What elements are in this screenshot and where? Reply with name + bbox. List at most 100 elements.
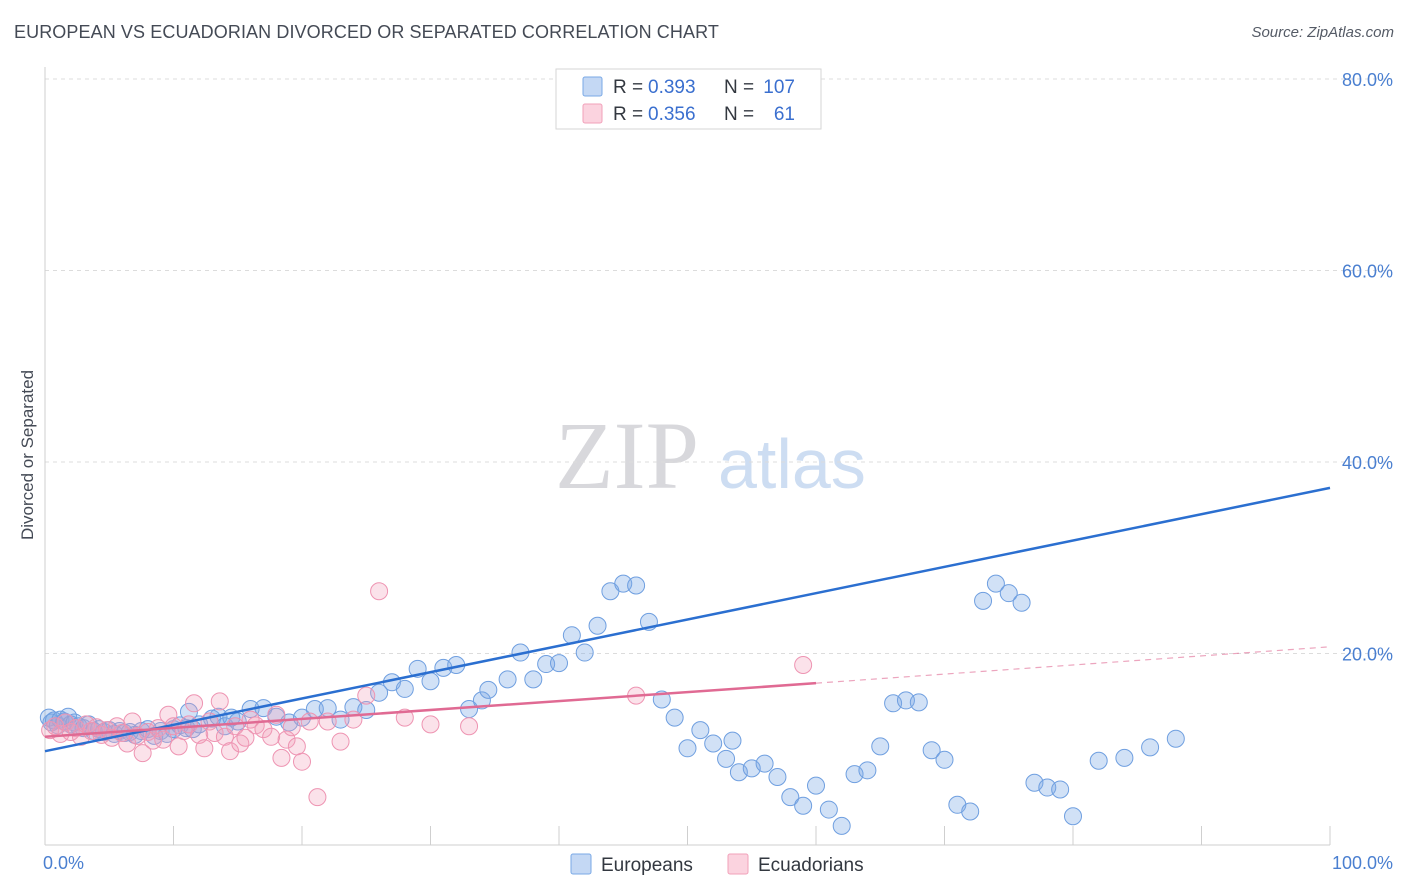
y-tick-label: 80.0% (1342, 70, 1393, 90)
europeans-point (935, 750, 954, 769)
gridlines (45, 78, 1392, 654)
europeans-point (858, 761, 877, 780)
ecuadorians-point (370, 582, 389, 601)
legend-swatch-europeans (582, 76, 603, 97)
x-tick-labels: 0.0% 100.0% (43, 853, 1393, 873)
source-credit: Source: ZipAtlas.com (1251, 24, 1394, 41)
ecuadorians-point (133, 744, 152, 763)
europeans-point (479, 680, 498, 699)
europeans-point (395, 679, 414, 698)
axes (44, 67, 1331, 846)
ecuadorians-point (272, 748, 291, 767)
legend-r-value-2: 0.356 (648, 104, 696, 125)
series-legend-label-europeans: Europeans (601, 855, 693, 876)
europeans-point (1141, 738, 1160, 757)
series-legend-label-ecuadorians: Ecuadorians (758, 855, 864, 876)
europeans-point (768, 768, 787, 787)
europeans-point (974, 591, 993, 610)
series-legend-swatch-ecuadorians (727, 853, 749, 875)
europeans-point (819, 800, 838, 819)
ecuadorians-point (231, 734, 250, 753)
europeans-point (498, 670, 517, 689)
legend-r-label-2: R = (613, 104, 643, 125)
europeans-point (550, 654, 568, 673)
europeans-point (999, 584, 1018, 603)
europeans-point (807, 776, 825, 795)
ecuadorians-point (169, 737, 188, 756)
y-tick-label: 60.0% (1342, 262, 1393, 282)
ecuadorians-point (344, 710, 363, 729)
ecuadorians-point (221, 742, 240, 761)
europeans-point (794, 796, 813, 815)
europeans-point (1089, 751, 1108, 770)
watermark: ZIP atlas (555, 402, 866, 509)
europeans-point (588, 616, 607, 635)
ecuadorians-point (267, 705, 286, 724)
ecuadorians-point (210, 692, 229, 711)
ecuadorians-trend-line (44, 681, 817, 739)
y-tick-labels: 20.0% 40.0% 60.0% 80.0% (1342, 70, 1393, 665)
europeans-point (755, 754, 774, 773)
ecuadorians-point (308, 788, 327, 807)
europeans-point (832, 816, 851, 835)
europeans-point (575, 643, 594, 662)
ecuadorians-point (154, 730, 173, 749)
europeans-point (723, 731, 742, 750)
europeans-trend-line (44, 486, 1331, 753)
ecuadorians-point (185, 694, 204, 713)
watermark-atlas: atlas (718, 425, 866, 503)
legend-n-value-2: 61 (774, 104, 795, 125)
europeans-point (1051, 780, 1070, 799)
ecuadorians-point (421, 715, 440, 734)
ecuadorians-point (794, 655, 813, 674)
europeans-point (922, 741, 941, 760)
ecuadorians-point (331, 732, 350, 751)
legend-r-label-1: R = (613, 77, 643, 98)
ecuadorians-point (293, 752, 311, 771)
legend-n-label-1: N = (724, 77, 754, 98)
ecuadorians-points (41, 582, 813, 807)
x-tick-label-max: 100.0% (1332, 853, 1393, 873)
europeans-point (1115, 748, 1134, 767)
europeans-point (1064, 807, 1082, 826)
correlation-legend: R = 0.393 N = 107 R = 0.356 N = 61 (555, 68, 822, 130)
europeans-point (472, 691, 491, 710)
europeans-point (678, 739, 697, 758)
europeans-point (524, 670, 543, 689)
series-legend: Europeans Ecuadorians (570, 853, 864, 876)
ecuadorians-point (300, 712, 319, 731)
europeans-point (1166, 729, 1185, 748)
legend-n-label-2: N = (724, 104, 754, 125)
ecuadorians-trend-extension (815, 646, 1331, 684)
chart-title: EUROPEAN VS ECUADORIAN DIVORCED OR SEPAR… (14, 22, 719, 42)
ecuadorians-point (262, 727, 281, 746)
ecuadorians-point (56, 713, 75, 732)
europeans-point (537, 655, 556, 674)
x-tick-label-min: 0.0% (43, 853, 84, 873)
series-legend-swatch-europeans (570, 853, 592, 875)
europeans-point (986, 574, 1005, 593)
y-tick-label: 40.0% (1342, 453, 1393, 473)
ecuadorians-point (460, 717, 479, 736)
ecuadorians-point (226, 717, 245, 736)
ecuadorians-point (287, 737, 306, 756)
watermark-zip: ZIP (555, 402, 699, 509)
europeans-point (1012, 593, 1031, 612)
europeans-point (665, 708, 684, 727)
europeans-point (691, 721, 710, 740)
europeans-point (961, 802, 980, 821)
trend-lines (44, 486, 1331, 753)
ecuadorians-point (159, 705, 178, 724)
legend-n-value-1: 107 (763, 77, 795, 98)
europeans-point (909, 693, 928, 712)
europeans-point (627, 576, 646, 595)
ecuadorians-point (395, 708, 414, 727)
europeans-point (717, 749, 736, 768)
legend-r-value-1: 0.393 (648, 77, 696, 98)
ecuadorians-point (66, 719, 85, 738)
europeans-point (871, 737, 890, 756)
ecuadorians-point (236, 728, 255, 747)
y-axis-title: Divorced or Separated (18, 370, 37, 540)
y-tick-label: 20.0% (1342, 645, 1393, 665)
